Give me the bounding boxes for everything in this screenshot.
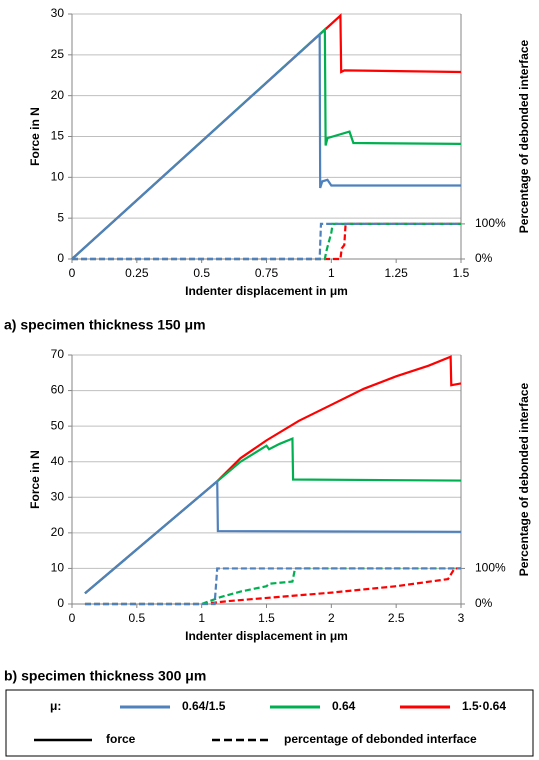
force-line xyxy=(71,13,462,260)
force-line xyxy=(84,355,462,595)
percentage-line xyxy=(72,222,461,261)
x-tick-label: 1.25 xyxy=(384,266,408,280)
force-line xyxy=(84,478,462,595)
x-tick-label: 0.5 xyxy=(193,266,210,280)
percentage-line xyxy=(84,567,461,606)
y2-axis-label: Percentage of debonded interface xyxy=(517,39,531,233)
y2-axis-label: Percentage of debonded interface xyxy=(517,382,531,576)
x-tick-label: 0 xyxy=(69,611,76,625)
x-tick-label: 0.25 xyxy=(125,266,149,280)
x-axis-label: Indenter displacement in μm xyxy=(185,629,348,643)
legend-label: 0.64/1.5 xyxy=(182,699,226,713)
y-tick-label: 0 xyxy=(57,596,64,610)
x-tick-label: 1.5 xyxy=(453,266,470,280)
legend-label: percentage of debonded interface xyxy=(284,732,477,746)
percentage-line xyxy=(72,222,461,261)
x-tick-label: 0.5 xyxy=(128,611,145,625)
x-tick-label: 1 xyxy=(198,611,205,625)
legend-box xyxy=(5,689,534,757)
y-tick-label: 15 xyxy=(51,129,65,143)
y2-tick-label: 0% xyxy=(475,251,493,265)
force-line xyxy=(71,31,461,260)
legend-label: force xyxy=(106,732,136,746)
y-tick-label: 50 xyxy=(51,418,65,432)
caption: b) specimen thickness 300 μm xyxy=(4,668,206,684)
y2-tick-label: 0% xyxy=(475,596,493,610)
y-tick-label: 0 xyxy=(57,251,64,265)
force-line xyxy=(84,436,462,595)
y-tick-label: 25 xyxy=(51,47,65,61)
force-line xyxy=(71,27,462,260)
percentage-line xyxy=(84,567,461,606)
y-axis-label: Force in N xyxy=(28,107,42,166)
x-tick-label: 2.5 xyxy=(388,611,405,625)
y-tick-label: 40 xyxy=(51,454,65,468)
x-tick-label: 2 xyxy=(328,611,335,625)
y-tick-label: 30 xyxy=(51,489,65,503)
y-tick-label: 60 xyxy=(51,383,65,397)
x-tick-label: 3 xyxy=(458,611,465,625)
caption: a) specimen thickness 150 μm xyxy=(4,317,206,333)
percentage-line xyxy=(72,222,461,261)
y-tick-label: 20 xyxy=(51,525,65,539)
y-tick-label: 20 xyxy=(51,88,65,102)
y-tick-label: 5 xyxy=(57,210,64,224)
x-tick-label: 1 xyxy=(328,266,335,280)
y-tick-label: 10 xyxy=(51,561,65,575)
x-tick-label: 0.75 xyxy=(255,266,279,280)
legend-title: μ: xyxy=(50,699,61,713)
y2-tick-label: 100% xyxy=(475,216,506,230)
y-tick-label: 30 xyxy=(51,6,65,20)
percentage-line xyxy=(84,567,461,606)
legend-label: 0.64 xyxy=(332,699,356,713)
y-axis-label: Force in N xyxy=(28,450,42,509)
x-axis-label: Indenter displacement in μm xyxy=(185,284,348,298)
legend-label: 1.5·0.64 xyxy=(462,699,506,713)
y-tick-label: 70 xyxy=(51,347,65,361)
y2-tick-label: 100% xyxy=(475,561,506,575)
x-tick-label: 1.5 xyxy=(258,611,275,625)
y-tick-label: 10 xyxy=(51,170,65,184)
x-tick-label: 0 xyxy=(69,266,76,280)
